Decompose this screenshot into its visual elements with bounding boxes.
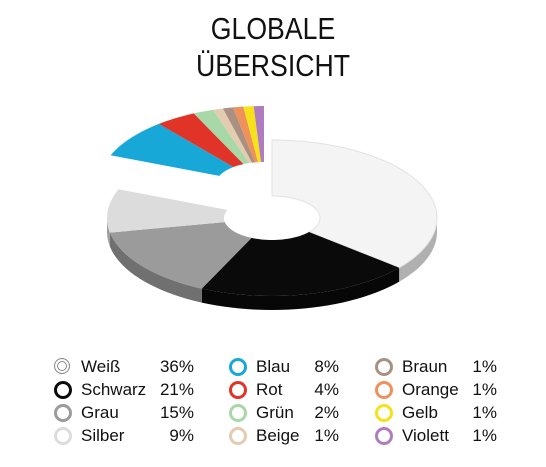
legend-item-rot: Rot 4%: [229, 379, 341, 401]
legend-label: Orange: [402, 380, 459, 399]
legend-value: 2%: [314, 403, 339, 422]
slice-violett: [253, 106, 264, 163]
slice-side-silber: [107, 218, 110, 247]
slice-grau: [109, 222, 252, 289]
legend-value: 1%: [472, 357, 497, 376]
legend-item-silber: Silber 9%: [54, 425, 196, 447]
legend-ring-icon: [375, 358, 393, 376]
legend-label: Weiß: [81, 357, 121, 376]
legend-item-beige: Beige 1%: [229, 425, 341, 447]
legend-value: 9%: [169, 426, 194, 445]
legend-item-orange: Orange 1%: [375, 379, 499, 401]
legend-item-violett: Violett 1%: [375, 425, 499, 447]
legend-value: 1%: [472, 380, 497, 399]
legend-ring-icon: [54, 381, 72, 399]
legend-value: 21%: [159, 380, 194, 399]
legend-ring-icon: [229, 358, 247, 376]
legend-ring-icon: [54, 358, 70, 374]
legend-ring-icon: [54, 404, 72, 422]
legend-item-braun: Braun 1%: [375, 356, 499, 378]
slice-gruen: [193, 109, 250, 165]
legend-label: Schwarz: [81, 380, 147, 399]
legend-value: 1%: [472, 403, 497, 422]
slice-beige: [213, 108, 253, 164]
legend-value: 36%: [159, 357, 194, 376]
legend-ring-icon: [375, 404, 393, 422]
legend-ring-icon: [229, 404, 247, 422]
legend-value: 15%: [159, 403, 194, 422]
legend-value: 1%: [314, 426, 339, 445]
legend-label: Rot: [256, 380, 283, 399]
slice-orange: [233, 106, 258, 163]
legend-ring-icon: [375, 427, 393, 445]
legend-item-schwarz: Schwarz 21%: [54, 379, 196, 401]
legend-value: 4%: [314, 380, 339, 399]
legend-value: 8%: [314, 357, 339, 376]
legend-label: Blau: [256, 357, 291, 376]
legend-item-weiss: Weiß 36%: [54, 356, 196, 378]
slice-sides: [107, 218, 437, 310]
slice-tops: [107, 106, 438, 296]
legend-ring-icon: [54, 427, 72, 445]
chart-title-line2: ÜBERSICHT: [195, 48, 351, 83]
chart-legend: Weiß 36% Schwarz 21% Grau 15% Silber 9% Blau 8% Ro…: [0, 356, 546, 456]
legend-item-grau: Grau 15%: [54, 402, 196, 424]
slice-side-schwarz: [201, 267, 400, 310]
legend-label: Grün: [256, 403, 294, 422]
slice-schwarz: [201, 232, 400, 296]
legend-item-blau: Blau 8%: [229, 356, 341, 378]
legend-label: Braun: [402, 357, 448, 376]
slice-side-grau: [109, 232, 202, 303]
slice-blau: [110, 123, 234, 176]
legend-item-gelb: Gelb 1%: [375, 402, 499, 424]
slice-gelb: [243, 106, 261, 163]
chart-title: GLOBALE ÜBERSICHT: [38, 10, 508, 84]
legend-label: Grau: [81, 403, 119, 422]
legend-ring-icon: [229, 381, 247, 399]
slice-braun: [222, 107, 256, 163]
slice-side-weiss: [399, 218, 437, 282]
legend-label: Beige: [256, 426, 300, 445]
chart-title-line1: GLOBALE: [210, 11, 336, 46]
legend-value: 1%: [472, 426, 497, 445]
legend-label: Silber: [81, 426, 125, 445]
legend-ring-icon: [375, 381, 393, 399]
legend-item-gruen: Grün 2%: [229, 402, 341, 424]
legend-label: Violett: [402, 426, 449, 445]
slice-rot: [158, 113, 244, 168]
legend-ring-icon: [229, 427, 247, 445]
slice-silber: [107, 189, 228, 233]
legend-label: Gelb: [402, 403, 438, 422]
